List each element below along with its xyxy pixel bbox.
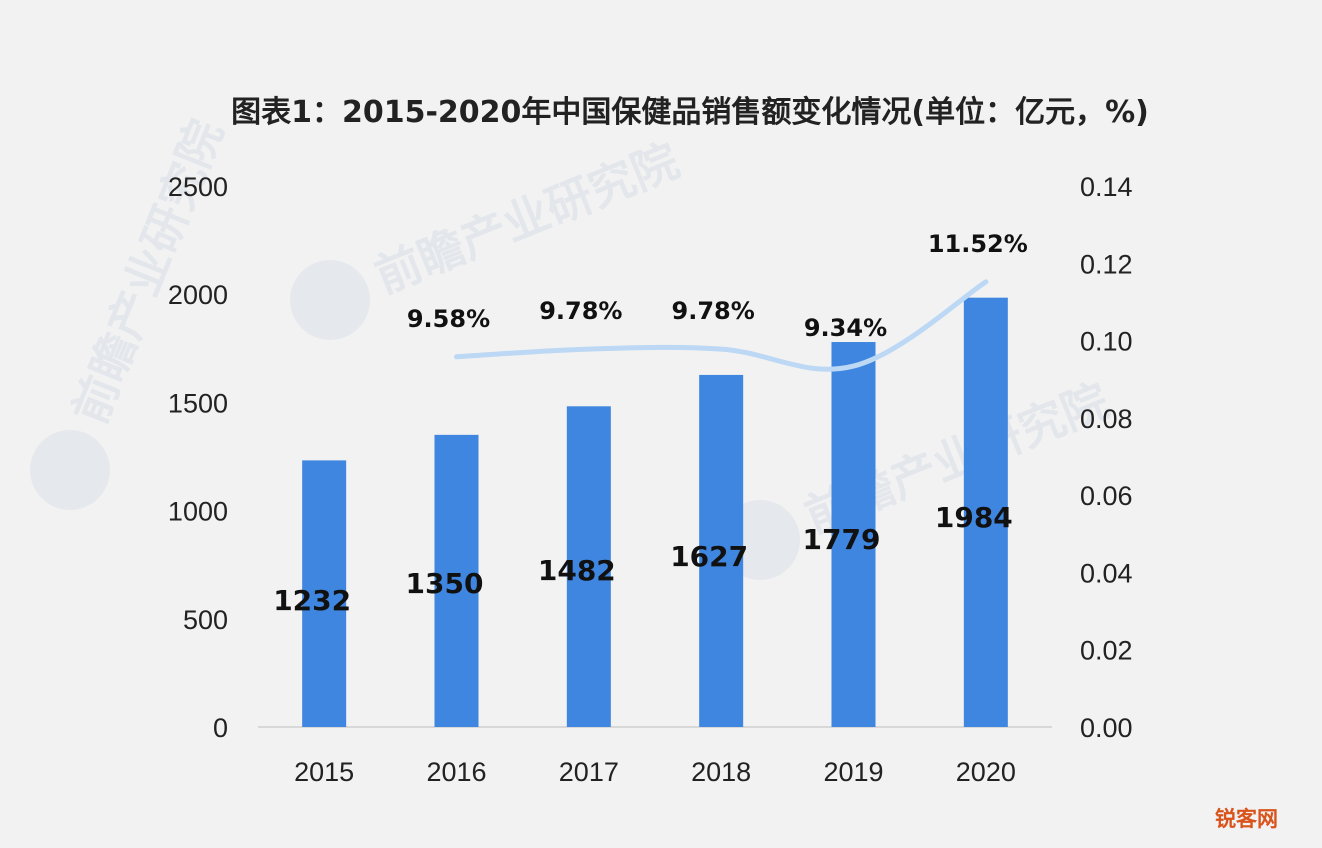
bar-data-label: 1482: [538, 554, 616, 587]
y-right-tick-label: 0.12: [1080, 249, 1133, 279]
line-data-label: 9.78%: [672, 297, 755, 325]
y-right-tick-label: 0.06: [1080, 481, 1133, 511]
right-axis: 0.00 0.02 0.04 0.06 0.08 0.10 0.12 0.14: [1080, 172, 1133, 743]
bar-data-label: 1232: [273, 584, 351, 617]
bar-data-label: 1984: [935, 501, 1013, 534]
line-data-labels: 9.58% 9.78% 9.78% 9.34% 11.52%: [407, 230, 1028, 342]
line-data-label: 9.58%: [407, 305, 490, 333]
bar: [831, 342, 876, 727]
watermark-logo-icon: [290, 260, 370, 340]
x-tick-label: 2016: [426, 757, 486, 787]
bar: [699, 374, 744, 727]
x-tick-label: 2015: [294, 757, 354, 787]
x-tick-label: 2018: [691, 757, 751, 787]
chart-title: 图表1：2015-2020年中国保健品销售额变化情况(单位：亿元，%): [231, 95, 1149, 130]
bar-data-labels: 1232 1350 1482 1627 1779 1984: [273, 501, 1013, 617]
left-axis: 0 500 1000 1500 2000 2500: [168, 172, 228, 743]
bar: [566, 406, 611, 727]
y-left-tick-label: 1500: [168, 388, 228, 418]
watermark-text: 前瞻产业研究院: [63, 112, 234, 431]
y-left-tick-label: 1000: [168, 497, 228, 527]
bar-series: [302, 297, 1008, 727]
bar-data-label: 1779: [803, 523, 881, 556]
y-left-tick-label: 2500: [168, 172, 228, 202]
bar: [302, 460, 347, 727]
bar: [434, 434, 479, 727]
watermark: 前瞻产业研究院: [29, 112, 234, 510]
x-axis: 2015 2016 2017 2018 2019 2020: [294, 757, 1016, 787]
y-left-tick-label: 2000: [168, 280, 228, 310]
y-right-tick-label: 0.02: [1080, 636, 1133, 666]
x-tick-label: 2020: [956, 757, 1016, 787]
y-left-tick-label: 0: [213, 713, 228, 743]
watermark-text: 前瞻产业研究院: [367, 133, 686, 304]
corner-logo-text: 锐客网: [1215, 807, 1278, 831]
bar-data-label: 1627: [670, 540, 748, 573]
x-tick-label: 2019: [823, 757, 883, 787]
watermark: 前瞻产业研究院: [720, 373, 1116, 580]
y-left-tick-label: 500: [183, 605, 228, 635]
y-right-tick-label: 0.14: [1080, 172, 1133, 202]
line-data-label: 9.34%: [804, 314, 887, 342]
y-right-tick-label: 0.00: [1080, 713, 1133, 743]
y-right-tick-label: 0.04: [1080, 558, 1133, 588]
line-path: [454, 279, 989, 372]
watermark-logo-icon: [29, 430, 110, 510]
bar: [963, 297, 1008, 727]
line-data-label: 11.52%: [928, 230, 1028, 258]
line-series: [454, 279, 989, 372]
y-right-tick-label: 0.10: [1080, 327, 1133, 357]
bar-data-label: 1350: [406, 567, 484, 600]
x-tick-label: 2017: [559, 757, 619, 787]
y-right-tick-label: 0.08: [1080, 404, 1133, 434]
line-data-label: 9.78%: [539, 297, 622, 325]
